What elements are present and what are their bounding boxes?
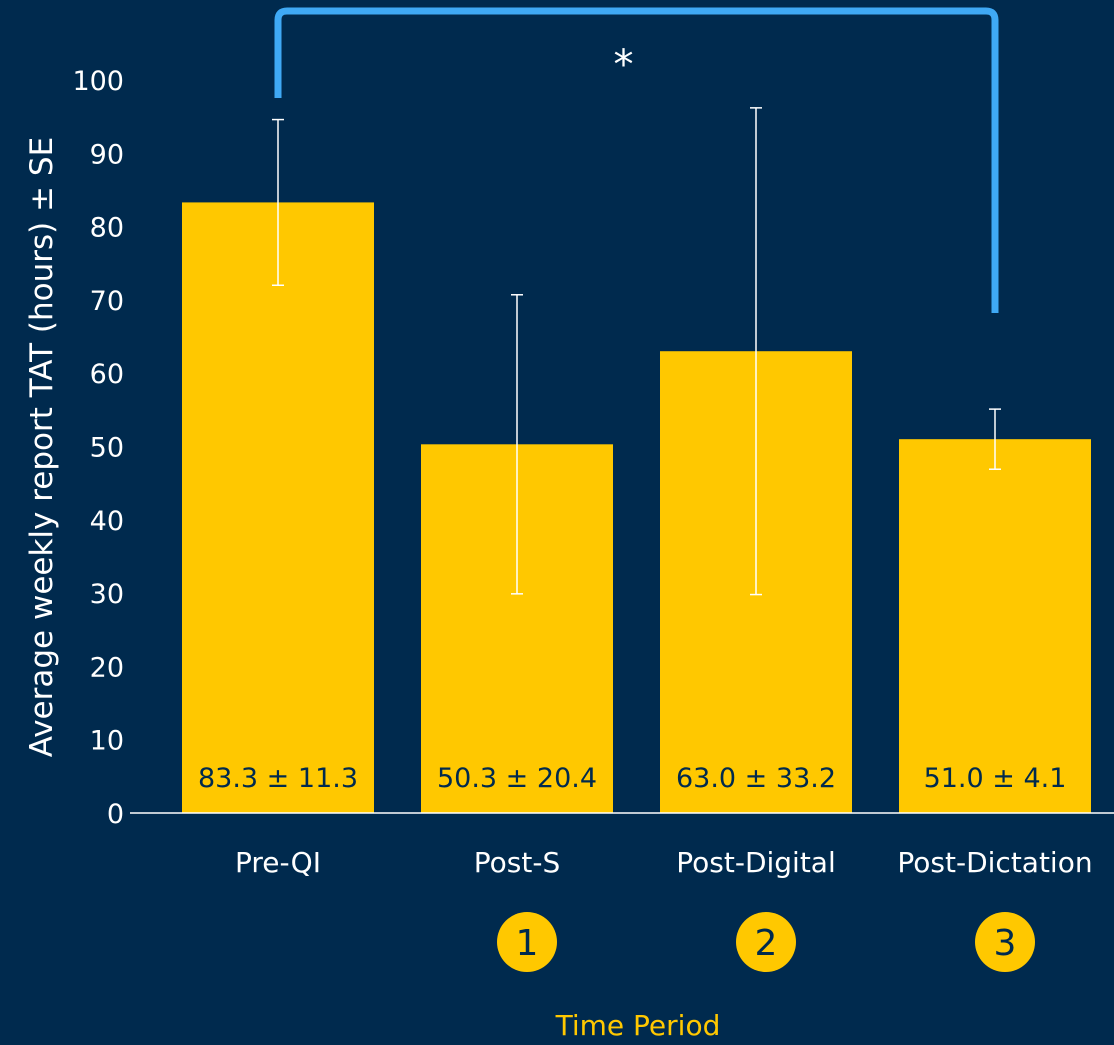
y-tick-label: 20 xyxy=(90,652,124,683)
category-labels: Pre-QI Post-S Post-Digital Post-Dictation xyxy=(235,846,1093,879)
y-tick-label: 90 xyxy=(90,139,124,170)
y-axis-title: Average weekly report TAT (hours) ± SE xyxy=(24,137,60,757)
category-label: Pre-QI xyxy=(235,846,321,879)
error-bars xyxy=(272,107,1001,596)
phase-marker-number: 1 xyxy=(516,923,539,964)
data-label: 63.0 ± 33.2 xyxy=(676,763,836,794)
phase-marker-number: 3 xyxy=(994,923,1017,964)
data-label: 50.3 ± 20.4 xyxy=(437,763,597,794)
y-tick-label: 10 xyxy=(90,726,124,757)
category-label: Post-S xyxy=(474,846,560,879)
data-labels: 83.3 ± 11.3 50.3 ± 20.4 63.0 ± 33.2 51.0 ± … xyxy=(198,763,1066,794)
phase-marker-2: 2 xyxy=(736,912,796,972)
phase-markers: 1 2 3 xyxy=(497,912,1035,972)
error-bar xyxy=(989,408,1001,470)
y-tick-label: 40 xyxy=(90,506,124,537)
y-tick-label: 30 xyxy=(90,579,124,610)
significance-bracket xyxy=(274,7,999,313)
y-tick-label: 100 xyxy=(72,66,124,97)
data-label: 51.0 ± 4.1 xyxy=(924,763,1067,794)
error-bar xyxy=(750,107,762,596)
phase-marker-3: 3 xyxy=(975,912,1035,972)
category-label: Post-Dictation xyxy=(897,846,1092,879)
y-tick-label: 50 xyxy=(90,433,124,464)
x-axis-title: Time Period xyxy=(555,1009,721,1042)
y-tick-label: 70 xyxy=(90,286,124,317)
phase-marker-1: 1 xyxy=(497,912,557,972)
significance-label: * xyxy=(614,42,634,88)
y-tick-label: 80 xyxy=(90,213,124,244)
y-tick-label: 0 xyxy=(107,799,124,830)
phase-marker-circle xyxy=(975,912,1035,972)
bracket-path xyxy=(274,7,999,313)
phase-marker-circle xyxy=(497,912,557,972)
error-bar xyxy=(272,118,284,286)
y-axis-ticks: 0 10 20 30 40 50 60 70 80 90 100 xyxy=(72,66,124,830)
error-bar xyxy=(511,294,523,595)
bar-pre-qi xyxy=(182,202,374,813)
phase-marker-circle xyxy=(736,912,796,972)
phase-marker-number: 2 xyxy=(755,923,778,964)
data-label: 83.3 ± 11.3 xyxy=(198,763,358,794)
category-label: Post-Digital xyxy=(676,846,836,879)
bar-post-dictation xyxy=(899,439,1091,813)
bars xyxy=(182,202,1091,813)
y-tick-label: 60 xyxy=(90,359,124,390)
